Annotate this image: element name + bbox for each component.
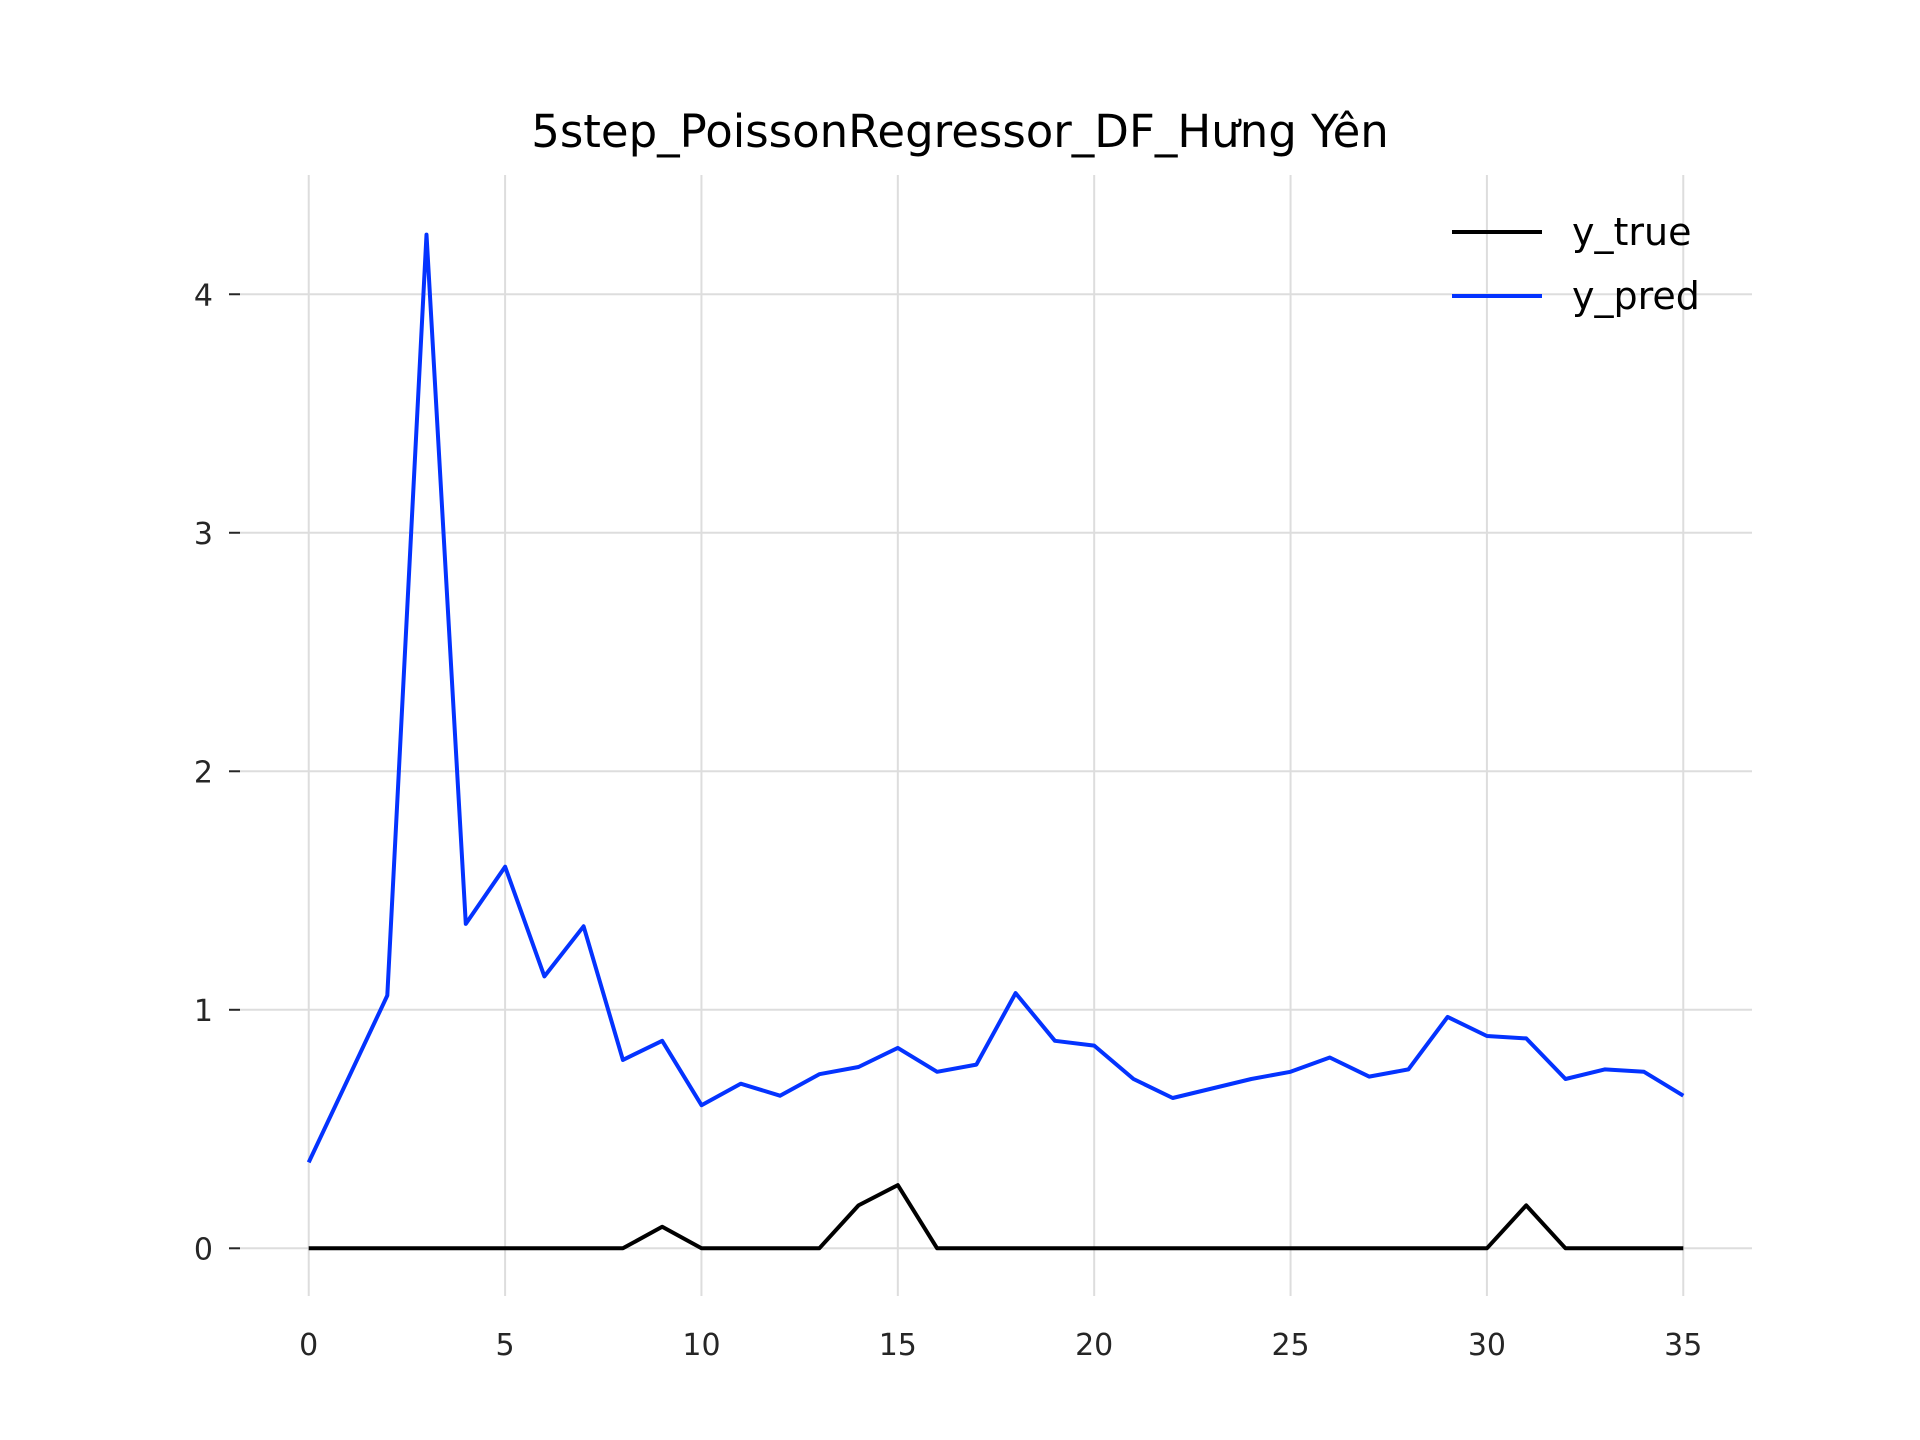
x-tick-label: 25 [1271, 1328, 1309, 1363]
legend: y_true y_pred [1452, 210, 1700, 318]
y-tick-label: 4 [194, 278, 213, 313]
x-tick-label: 35 [1664, 1328, 1702, 1363]
legend-label-y-true: y_true [1572, 210, 1691, 254]
y-tick-label: 0 [194, 1232, 213, 1267]
axis-ticks: 0 5 10 15 20 25 30 35 0 1 2 3 4 [194, 278, 1702, 1363]
x-tick-label: 20 [1075, 1328, 1113, 1363]
series-lines [306, 232, 1685, 1251]
x-tick-label: 0 [299, 1328, 318, 1363]
series-line-y-pred [306, 232, 1685, 1164]
series-line-y-true [308, 1183, 1684, 1251]
y-tick-label: 2 [194, 755, 213, 790]
y-tick-label: 3 [194, 517, 213, 552]
y-tick-label: 1 [194, 994, 213, 1029]
grid [240, 175, 1752, 1296]
legend-label-y-pred: y_pred [1572, 274, 1700, 318]
x-tick-label: 5 [496, 1328, 515, 1363]
x-tick-label: 30 [1468, 1328, 1506, 1363]
x-tick-label: 15 [879, 1328, 917, 1363]
x-tick-label: 10 [682, 1328, 720, 1363]
chart-title: 5step_PoissonRegressor_DF_Hưng Yên [531, 105, 1389, 158]
